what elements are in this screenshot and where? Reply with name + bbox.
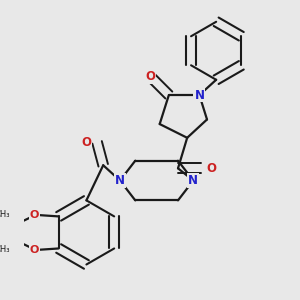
Text: CH₃: CH₃: [0, 245, 10, 254]
Text: O: O: [81, 136, 92, 149]
Text: N: N: [115, 174, 125, 187]
Text: N: N: [194, 88, 204, 101]
Text: N: N: [188, 174, 198, 187]
Text: O: O: [146, 70, 155, 83]
Text: O: O: [29, 210, 39, 220]
Text: O: O: [29, 245, 39, 255]
Text: CH₃: CH₃: [0, 210, 10, 219]
Text: O: O: [207, 162, 217, 175]
